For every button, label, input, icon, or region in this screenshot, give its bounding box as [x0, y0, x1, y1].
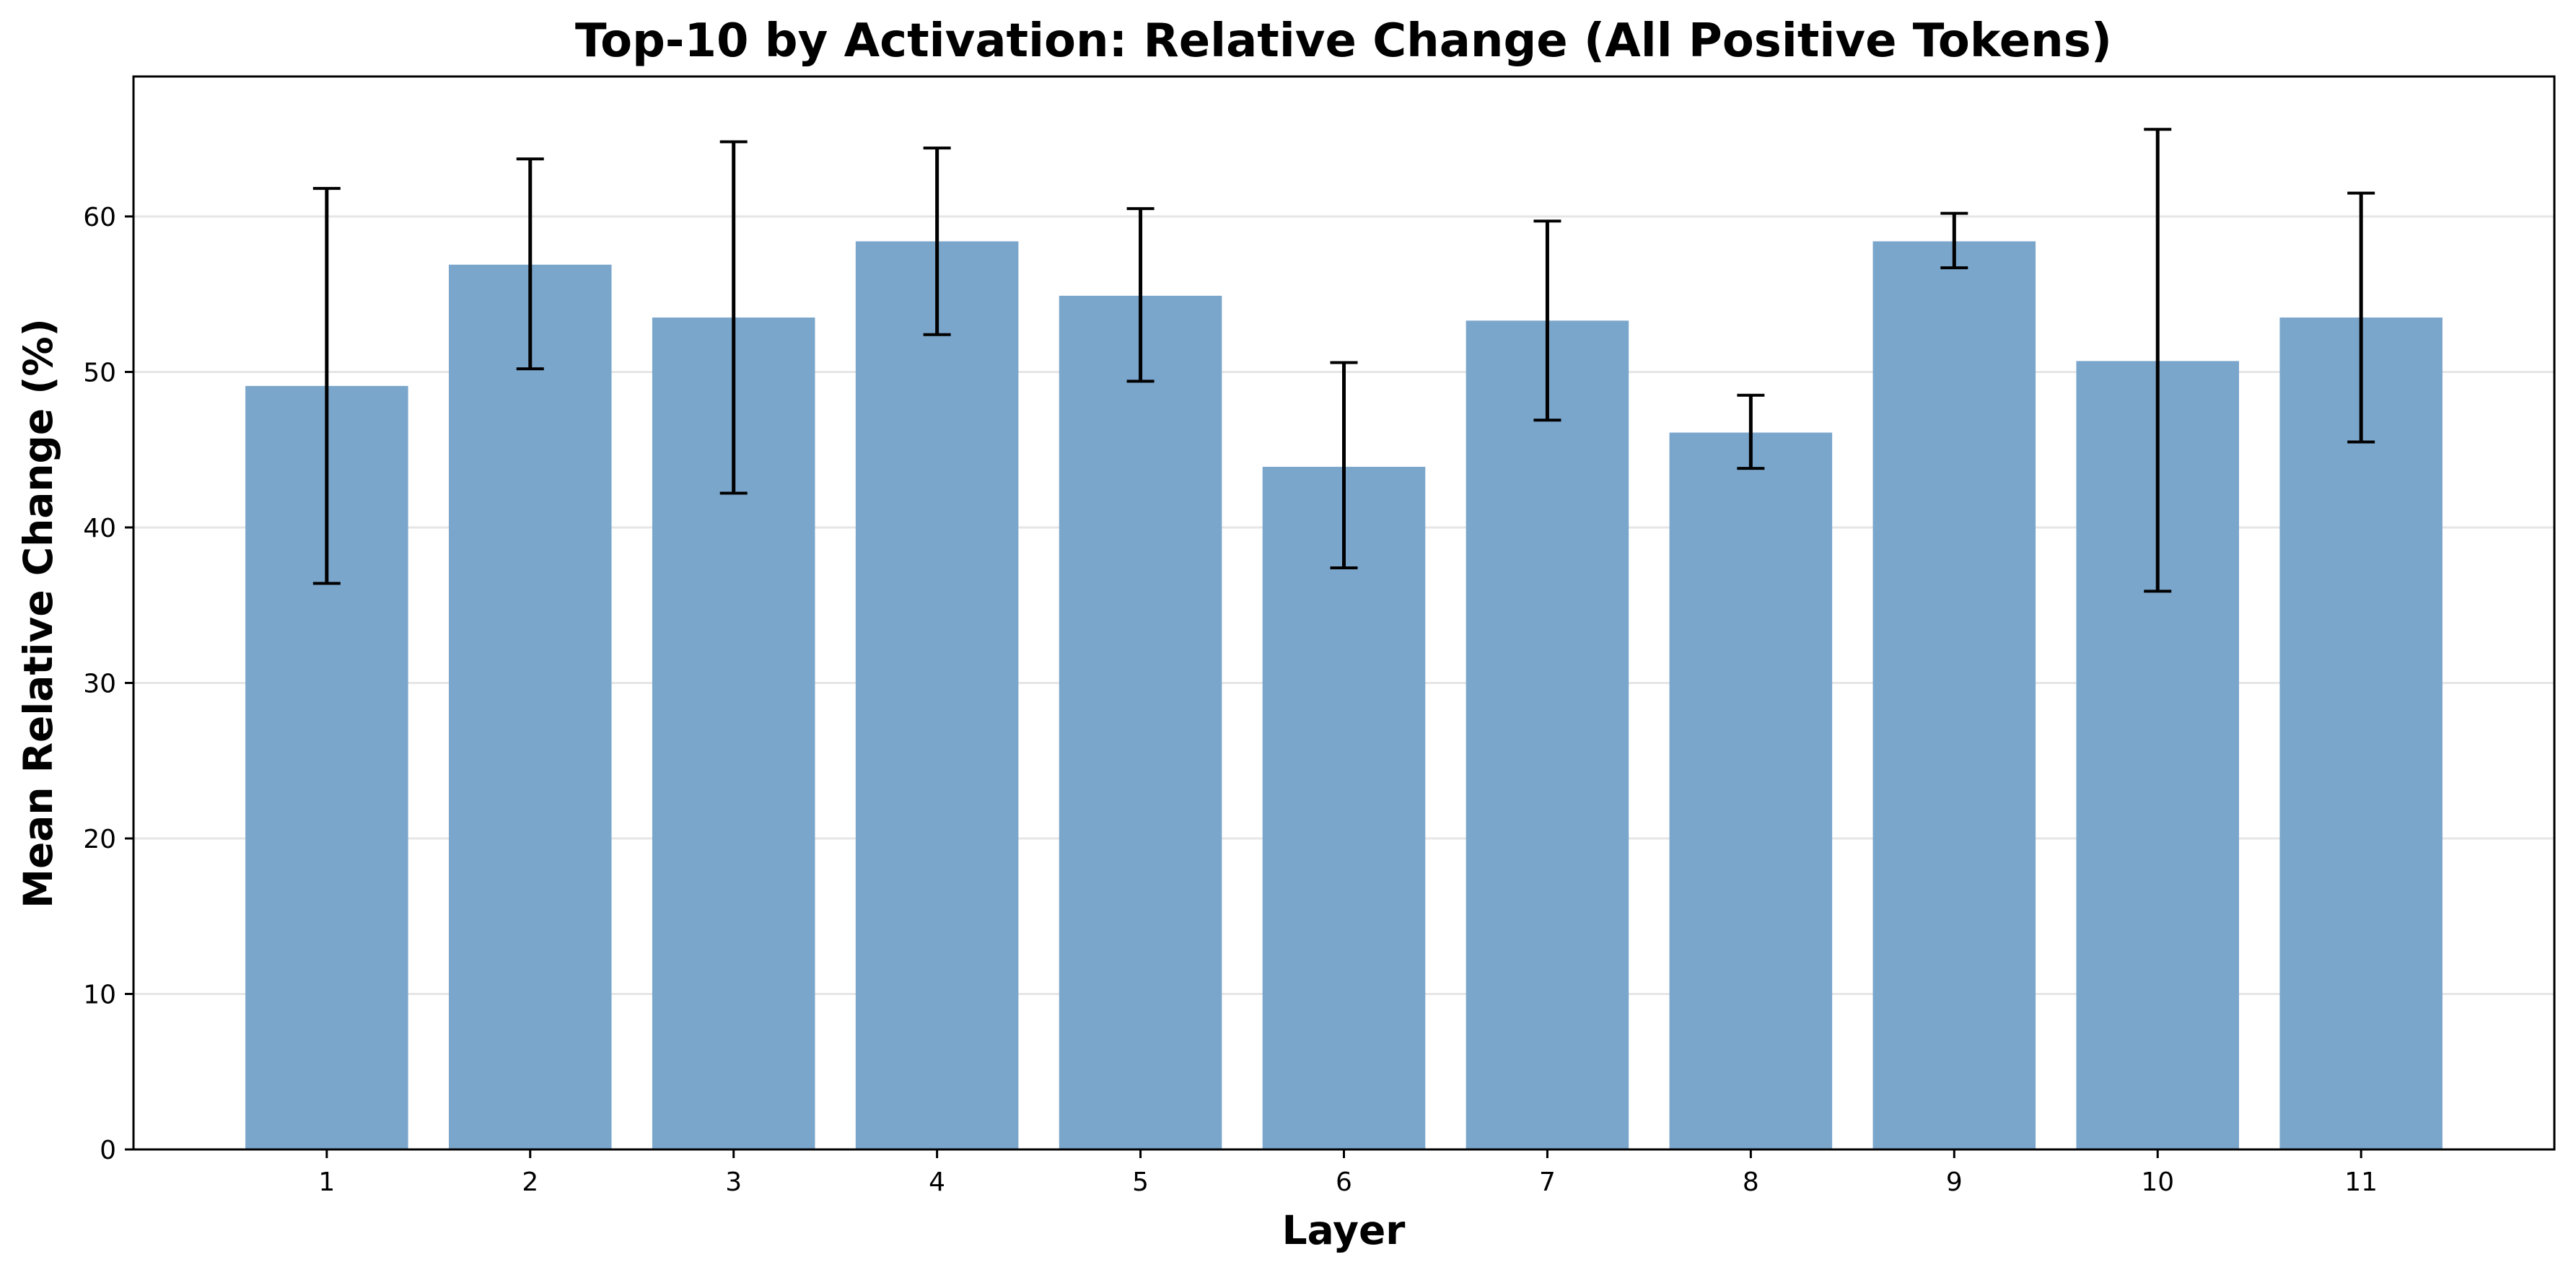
x-tick-label: 9 [1946, 1167, 1963, 1197]
x-tick-label: 6 [1336, 1167, 1352, 1197]
y-tick-label: 20 [83, 825, 116, 854]
x-tick-label: 4 [929, 1167, 945, 1197]
error-bars [312, 128, 2375, 593]
x-tick-label: 8 [1743, 1167, 1759, 1197]
x-tick-label: 10 [2141, 1167, 2174, 1197]
y-axis-ticks: 0 10 20 30 40 50 60 [83, 203, 133, 1165]
y-axis-label: Mean Relative Change (%) [15, 318, 61, 908]
bar-layer-11 [2279, 317, 2443, 1149]
x-tick-label: 2 [522, 1167, 538, 1197]
y-tick-label: 30 [83, 669, 116, 698]
bar-layer-7 [1466, 320, 1629, 1149]
x-tick-label: 11 [2344, 1167, 2378, 1197]
y-tick-label: 50 [83, 358, 116, 387]
y-tick-label: 60 [83, 203, 116, 232]
bar-layer-2 [448, 264, 612, 1149]
y-tick-label: 10 [83, 980, 116, 1009]
bar-layer-8 [1669, 432, 1833, 1149]
x-tick-label: 3 [725, 1167, 742, 1197]
bar-layer-9 [1872, 241, 2036, 1149]
x-axis-ticks: 1 2 3 4 5 6 7 8 9 10 11 [318, 1149, 2378, 1197]
y-tick-label: 0 [100, 1136, 116, 1165]
chart-title: Top-10 by Activation: Relative Change (A… [575, 14, 2112, 68]
bars [245, 241, 2443, 1150]
x-tick-label: 5 [1132, 1167, 1149, 1197]
x-tick-label: 7 [1539, 1167, 1556, 1197]
bar-layer-4 [855, 241, 1019, 1149]
bar-layer-6 [1262, 466, 1426, 1149]
y-tick-label: 40 [83, 514, 116, 543]
x-axis-label: Layer [1282, 1207, 1406, 1253]
bar-layer-5 [1059, 295, 1222, 1149]
x-tick-label: 1 [318, 1167, 335, 1197]
